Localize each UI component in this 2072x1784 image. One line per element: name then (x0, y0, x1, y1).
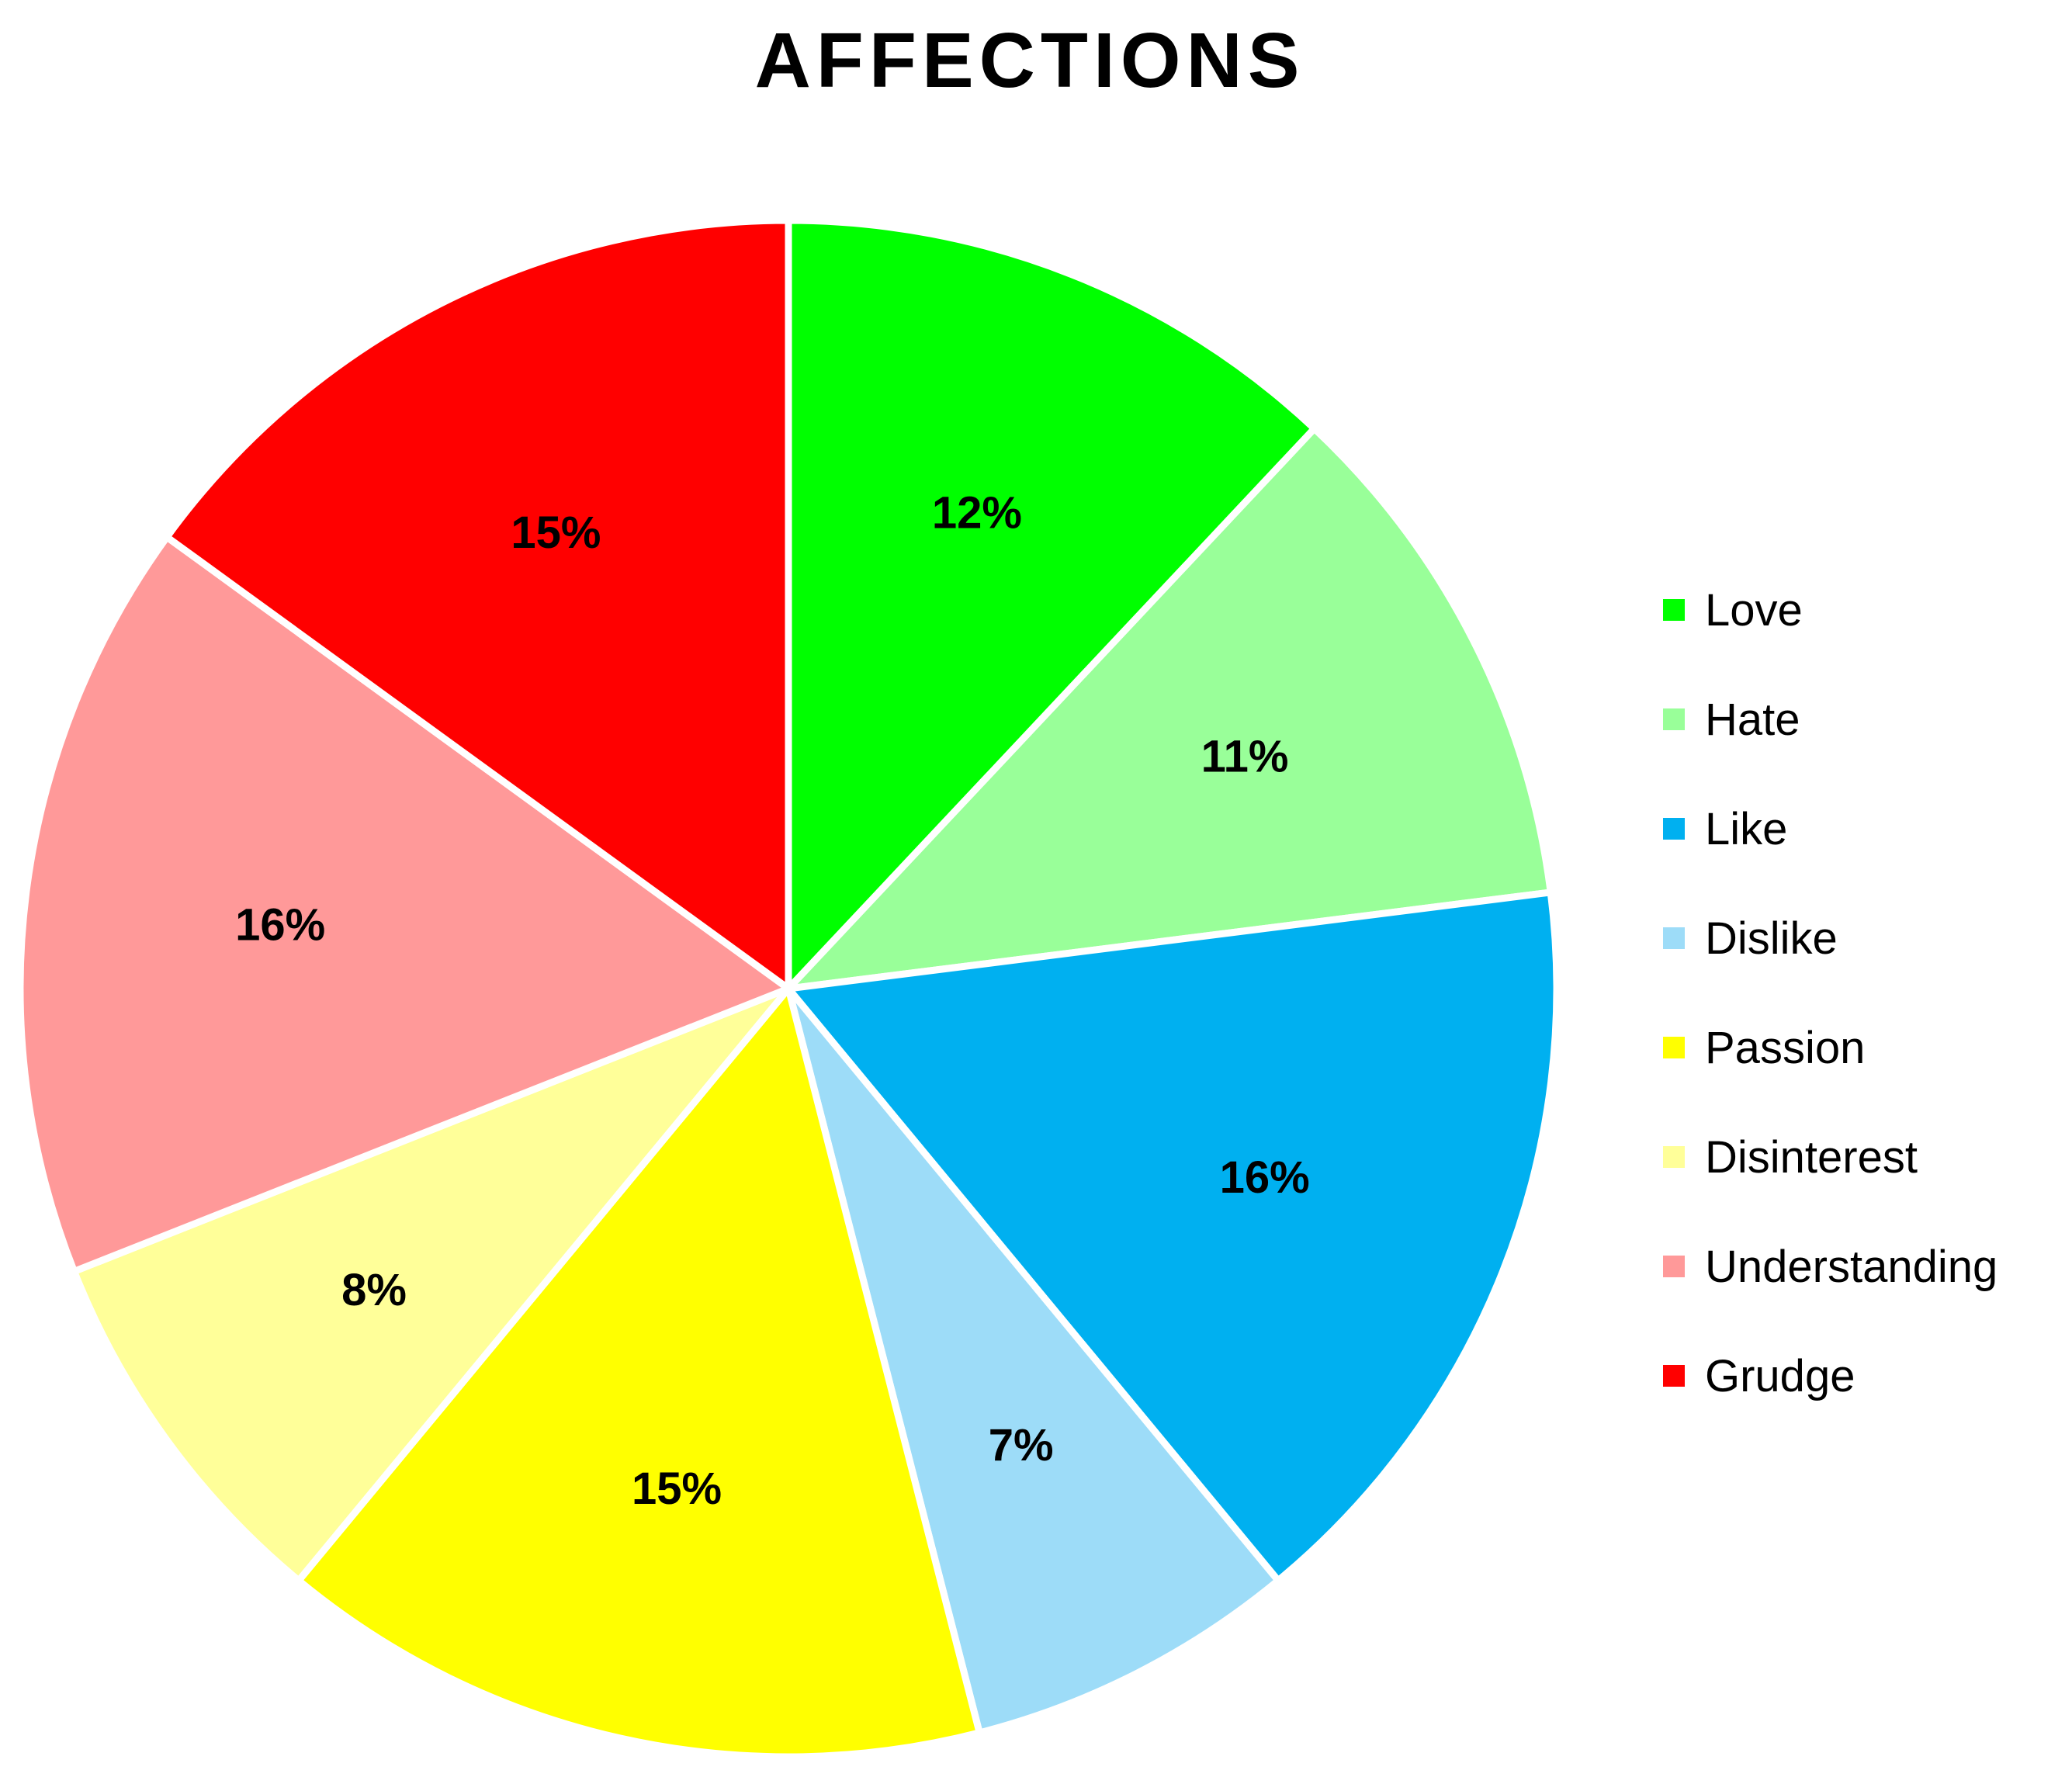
chart-title: AFFECTIONS (755, 17, 1305, 104)
legend-label-like: Like (1705, 804, 1787, 854)
pie-slice-hate (785, 424, 1554, 992)
legend-swatch-grudge (1663, 1365, 1685, 1387)
data-label-dislike: 7% (989, 1420, 1054, 1471)
legend-label-disinterest: Disinterest (1705, 1132, 1918, 1183)
pie-slice-love (785, 217, 1318, 992)
data-label-grudge: 15% (511, 507, 601, 558)
pie-slice-like (785, 889, 1561, 1585)
legend-label-dislike: Dislike (1705, 913, 1838, 964)
legend-swatch-like (1663, 818, 1685, 840)
legend-swatch-hate (1663, 708, 1685, 730)
data-label-passion: 15% (632, 1464, 722, 1514)
legend-swatch-love (1663, 599, 1685, 621)
pie-slices (16, 217, 1561, 1761)
legend-swatch-understanding (1663, 1256, 1685, 1277)
legend: Love Hate Like Dislike Passion Disinterest Und… (1663, 585, 1998, 1401)
data-labels: 12% 11% 16% 7% 15% 8% 16% 15% (235, 487, 1310, 1514)
pie-slice-grudge (163, 217, 792, 992)
pie-slice-dislike (785, 985, 1282, 1737)
legend-label-hate: Hate (1705, 695, 1800, 745)
data-label-disinterest: 8% (341, 1265, 407, 1315)
legend-label-understanding: Understanding (1705, 1242, 1998, 1292)
pie-slice-passion (295, 985, 983, 1761)
legend-label-grudge: Grudge (1705, 1351, 1855, 1401)
legend-label-passion: Passion (1705, 1023, 1865, 1073)
legend-swatch-dislike (1663, 927, 1685, 949)
pie-slice-disinterest (71, 985, 792, 1585)
data-label-hate: 11% (1201, 731, 1289, 781)
pie-slice-understanding (16, 533, 792, 1275)
data-label-love: 12% (932, 487, 1022, 538)
data-label-understanding: 16% (235, 899, 325, 950)
legend-label-love: Love (1705, 585, 1803, 636)
legend-swatch-passion (1663, 1037, 1685, 1058)
data-label-like: 16% (1220, 1152, 1310, 1203)
legend-swatch-disinterest (1663, 1146, 1685, 1168)
